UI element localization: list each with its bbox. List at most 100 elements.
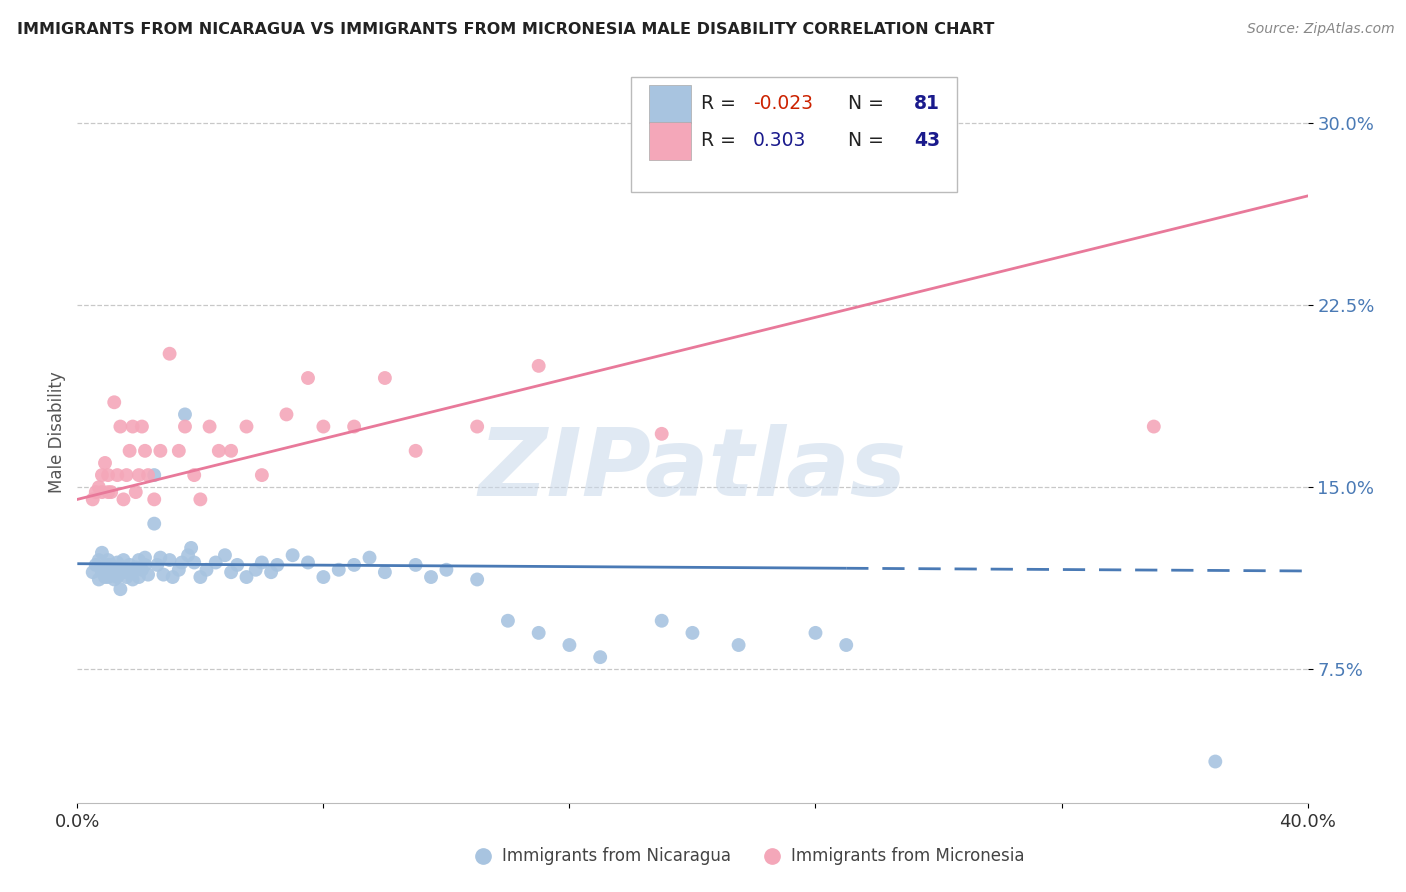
Point <box>558 638 581 652</box>
Point <box>198 419 221 434</box>
Point <box>105 570 128 584</box>
Text: R =: R = <box>702 131 748 151</box>
Point <box>110 582 132 597</box>
Point <box>297 556 319 570</box>
Point <box>105 556 128 570</box>
Point <box>110 419 132 434</box>
Point <box>170 556 193 570</box>
Point <box>180 541 202 555</box>
Point <box>195 563 218 577</box>
Point <box>84 485 107 500</box>
Point <box>188 492 212 507</box>
FancyBboxPatch shape <box>631 78 957 192</box>
Text: ZIPatlas: ZIPatlas <box>478 424 907 516</box>
Point <box>162 570 184 584</box>
Point <box>682 626 704 640</box>
Point <box>214 548 236 562</box>
Point <box>82 492 104 507</box>
Point <box>128 570 150 584</box>
Point <box>276 408 298 422</box>
Point <box>219 565 242 579</box>
Point <box>112 492 135 507</box>
Point <box>1204 755 1226 769</box>
Point <box>204 556 226 570</box>
Point <box>112 553 135 567</box>
Point <box>131 563 153 577</box>
Point <box>90 485 114 500</box>
Point <box>87 480 110 494</box>
Point <box>90 546 114 560</box>
Point <box>100 485 122 500</box>
Point <box>149 550 172 565</box>
Point <box>87 553 110 567</box>
Point <box>97 485 120 500</box>
FancyBboxPatch shape <box>650 85 692 123</box>
Point <box>97 563 120 577</box>
Point <box>374 565 396 579</box>
Point <box>125 560 148 574</box>
Point <box>87 573 110 587</box>
Point <box>149 443 172 458</box>
Point <box>174 419 197 434</box>
Point <box>835 638 858 652</box>
Point <box>128 468 150 483</box>
Point <box>343 558 366 572</box>
Point <box>136 567 159 582</box>
Point <box>235 419 257 434</box>
Text: IMMIGRANTS FROM NICARAGUA VS IMMIGRANTS FROM MICRONESIA MALE DISABILITY CORRELAT: IMMIGRANTS FROM NICARAGUA VS IMMIGRANTS … <box>17 22 994 37</box>
Point <box>167 443 190 458</box>
Point <box>103 563 125 577</box>
Point <box>527 359 550 373</box>
Point <box>312 419 335 434</box>
Point <box>112 560 135 574</box>
Point <box>94 560 117 574</box>
Point <box>97 468 120 483</box>
Point <box>121 565 143 579</box>
Point <box>727 638 749 652</box>
Point <box>312 570 335 584</box>
Point <box>465 419 488 434</box>
Point <box>174 408 197 422</box>
Point <box>103 573 125 587</box>
Point <box>219 443 242 458</box>
Point <box>188 570 212 584</box>
Point <box>245 563 267 577</box>
Point <box>143 492 166 507</box>
Point <box>405 558 427 572</box>
Point <box>266 558 288 572</box>
Point <box>128 553 150 567</box>
Text: N =: N = <box>837 95 890 113</box>
Text: 81: 81 <box>914 95 939 113</box>
Point <box>90 565 114 579</box>
Point <box>405 443 427 458</box>
Point <box>374 371 396 385</box>
Text: R =: R = <box>702 95 742 113</box>
Point <box>90 468 114 483</box>
Point <box>250 468 273 483</box>
Point <box>281 548 304 562</box>
Point <box>183 556 205 570</box>
Point <box>297 371 319 385</box>
Point <box>100 565 122 579</box>
Point <box>177 548 200 562</box>
Point <box>651 426 673 441</box>
Point <box>420 570 443 584</box>
Point <box>1143 419 1166 434</box>
Point <box>110 565 132 579</box>
Point <box>651 614 673 628</box>
Point <box>134 443 156 458</box>
Point <box>167 563 190 577</box>
Point <box>146 558 169 572</box>
Point <box>159 347 181 361</box>
Point <box>527 626 550 640</box>
Point <box>118 563 141 577</box>
Point <box>94 570 117 584</box>
Point <box>436 563 458 577</box>
Point <box>152 567 174 582</box>
Text: Source: ZipAtlas.com: Source: ZipAtlas.com <box>1247 22 1395 37</box>
Text: 43: 43 <box>914 131 941 151</box>
Point <box>118 443 141 458</box>
Point <box>125 485 148 500</box>
Point <box>134 550 156 565</box>
Point <box>97 570 120 584</box>
